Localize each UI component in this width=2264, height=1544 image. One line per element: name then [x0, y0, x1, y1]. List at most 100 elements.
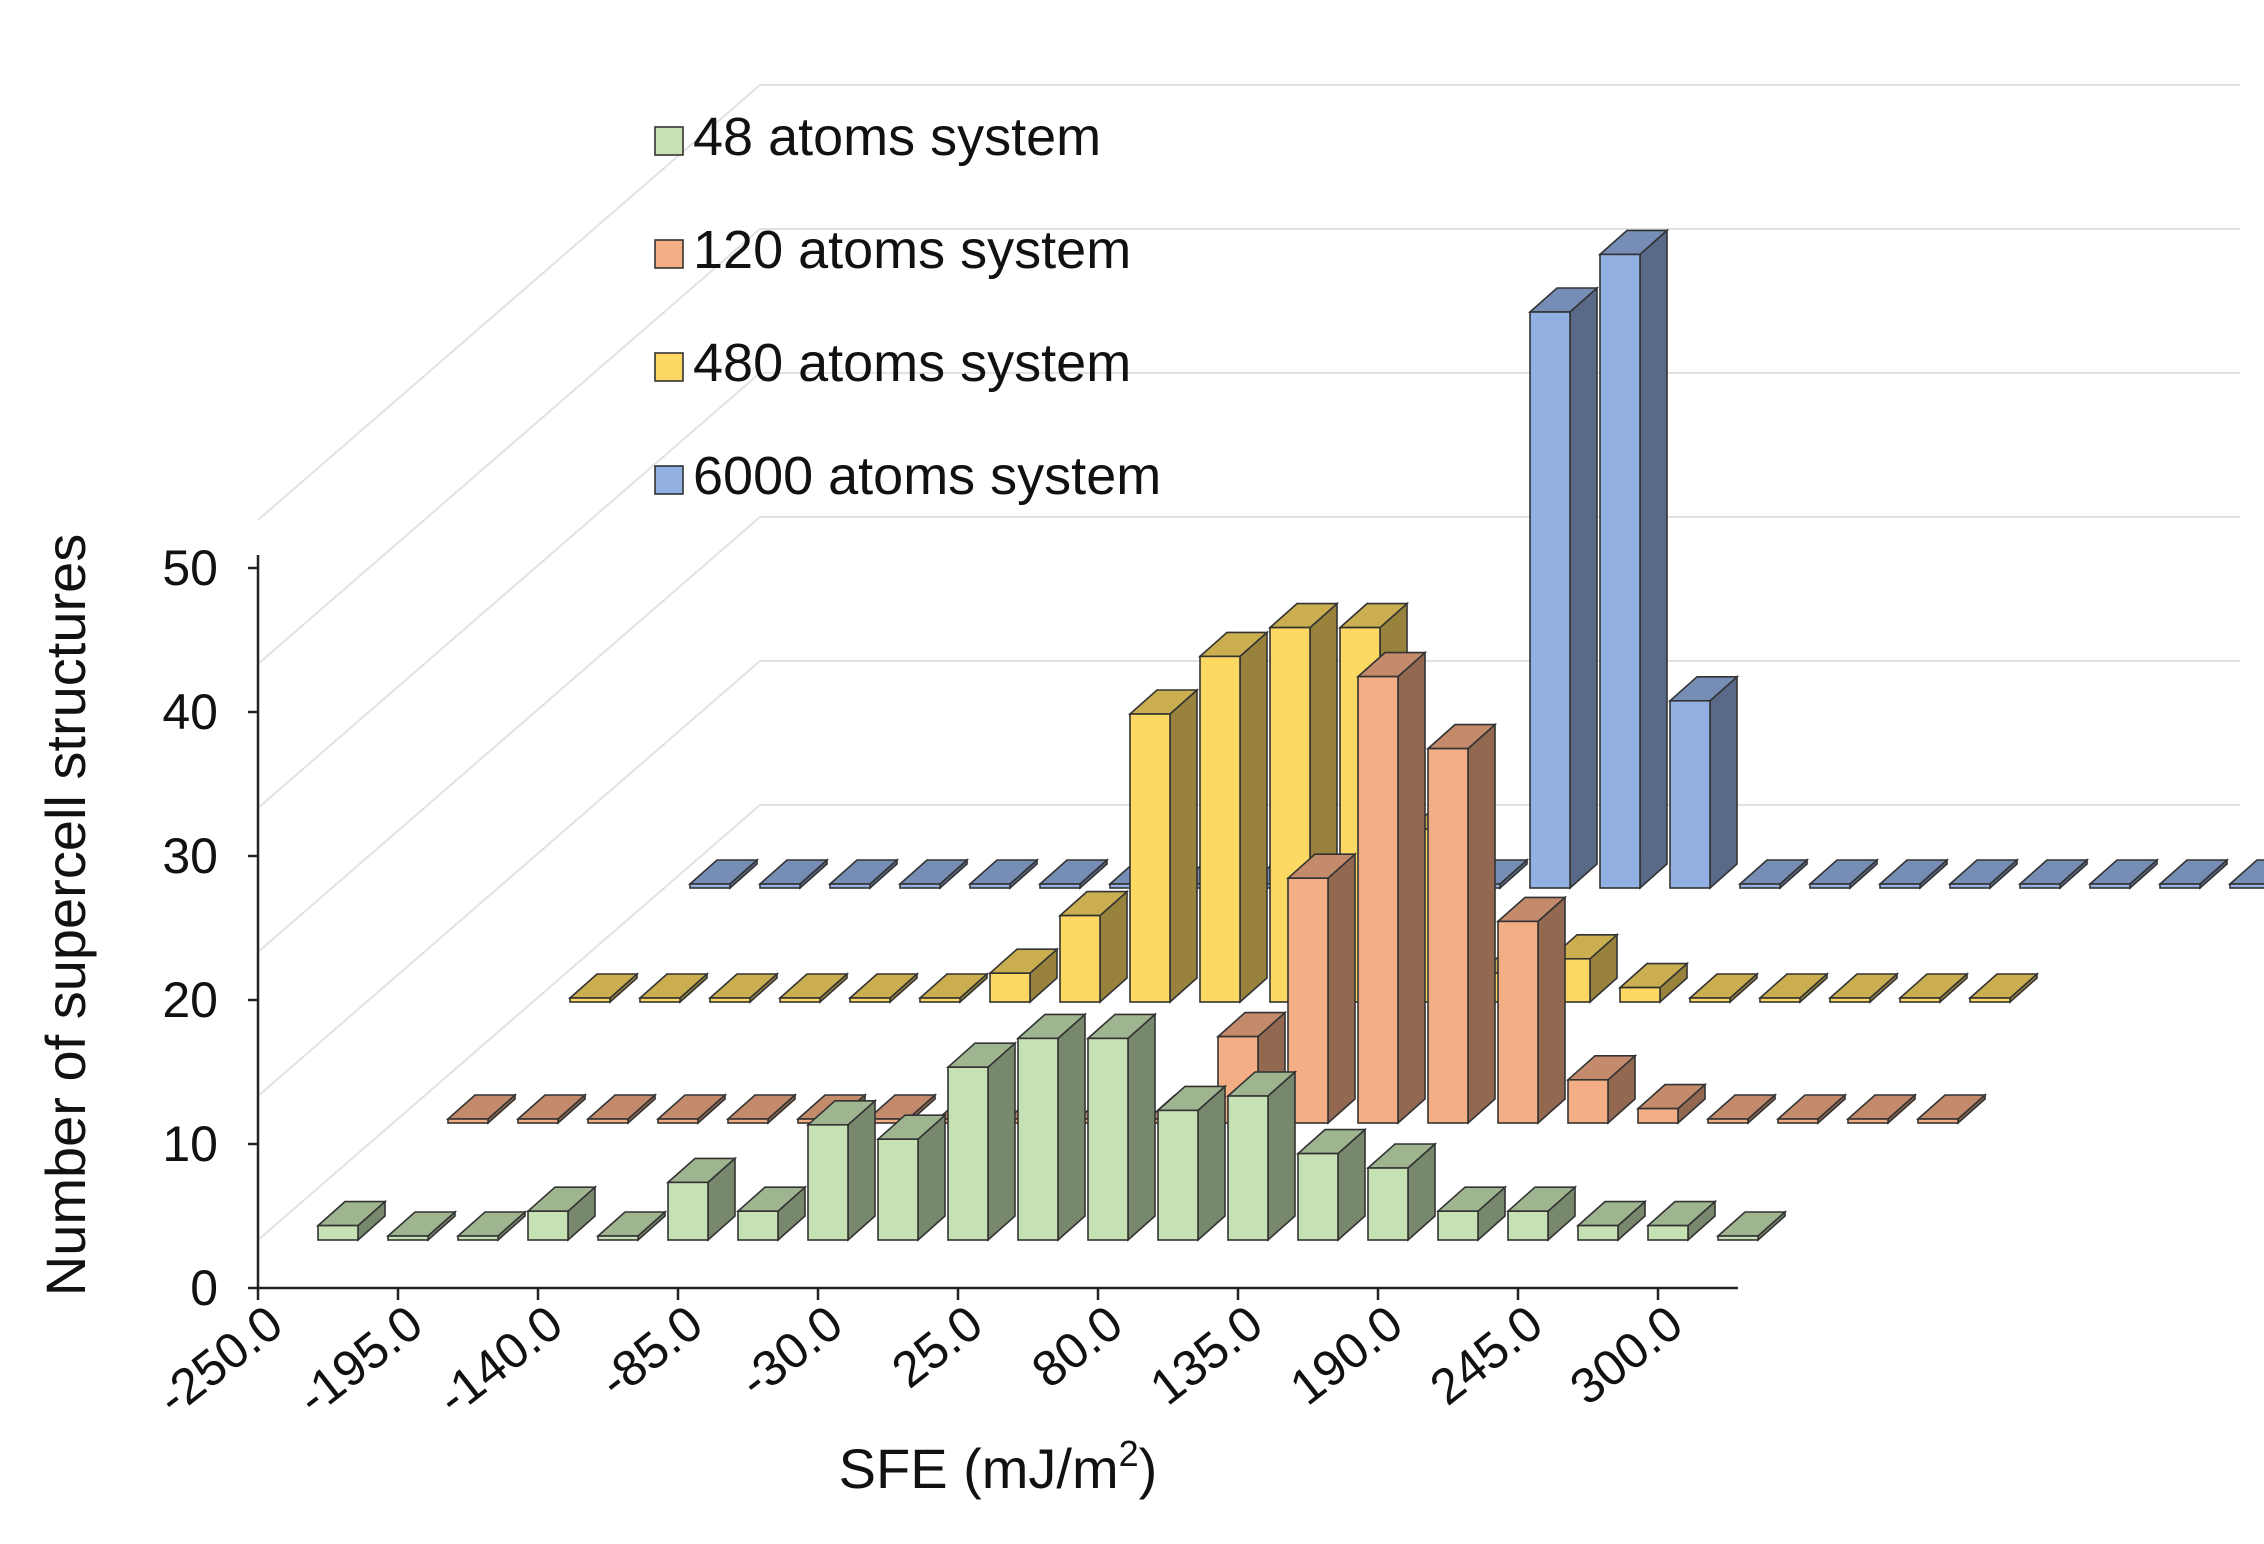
x-tick-label: -250.0: [147, 1295, 293, 1426]
x-tick-label: -85.0: [588, 1295, 712, 1409]
bar-2-7: [1057, 889, 1130, 1004]
bar-2-4: [847, 972, 920, 1004]
bar-0-11: [1085, 1012, 1158, 1242]
bar-side: [1709, 675, 1738, 890]
bar-0-1: [385, 1210, 458, 1242]
bar-0-14: [1295, 1127, 1368, 1242]
legend-swatch: [654, 239, 684, 269]
bar-1-3: [655, 1093, 728, 1125]
bar-2-0: [567, 972, 640, 1004]
bar-side: [1169, 688, 1198, 1004]
bar-0-15: [1365, 1142, 1438, 1242]
bar-front: [1969, 997, 2011, 1003]
bar-front: [829, 883, 871, 889]
bar-front: [1437, 1210, 1479, 1241]
bar-front: [1739, 883, 1781, 889]
bar-0-4: [595, 1210, 668, 1242]
bar-3-18: [1947, 858, 2020, 890]
bar-2-9: [1197, 630, 1270, 1004]
side-gridline: [257, 804, 761, 1241]
bar-0-10: [1015, 1012, 1088, 1242]
bar-3-22: [2227, 859, 2264, 889]
bar-front: [1039, 883, 1081, 889]
bar-2-1: [637, 972, 710, 1004]
legend-swatch: [654, 352, 684, 382]
bar-front: [807, 1124, 849, 1241]
bar-front: [1879, 883, 1921, 889]
bar-0-2: [455, 1210, 528, 1242]
x-axis-title: SFE (mJ/m2): [839, 1433, 1158, 1500]
bar-1-20: [1845, 1093, 1918, 1125]
legend-item-3: 6000 atoms system: [654, 446, 1161, 506]
legend-swatch: [654, 126, 684, 156]
bar-front: [1199, 655, 1241, 1003]
bar-2-5: [917, 972, 990, 1004]
bar-2-16: [1687, 972, 1760, 1004]
bar-front: [779, 997, 821, 1003]
x-tick-label: -195.0: [287, 1295, 433, 1426]
bar-3-16: [1807, 858, 1880, 890]
bar-front: [1599, 253, 1641, 889]
bar-front: [989, 972, 1031, 1003]
bar-front: [1017, 1037, 1059, 1241]
bar-side: [1397, 650, 1426, 1125]
bar-0-17: [1505, 1185, 1578, 1242]
bar-side: [1639, 228, 1668, 890]
bar-1-12: [1285, 852, 1358, 1125]
bar-1-18: [1705, 1093, 1778, 1125]
bar-1-14: [1425, 722, 1498, 1125]
legend-label: 6000 atoms system: [693, 446, 1161, 506]
bar-3-14: [1667, 675, 1740, 890]
bar-front: [1647, 1224, 1689, 1241]
bar-front: [1619, 986, 1661, 1003]
bar-front: [1577, 1224, 1619, 1241]
bar-side: [1537, 895, 1566, 1125]
bar-front: [1507, 1210, 1549, 1241]
y-tick-label: 50: [162, 540, 218, 596]
bar-1-19: [1775, 1093, 1848, 1125]
bar-front: [947, 1066, 989, 1241]
bar-front: [597, 1235, 639, 1241]
bar-0-12: [1155, 1084, 1228, 1242]
legend-item-1: 120 atoms system: [654, 220, 1131, 280]
bar-1-17: [1635, 1082, 1708, 1125]
bar-side: [1239, 630, 1268, 1004]
bar-front: [587, 1118, 629, 1124]
bar-0-18: [1575, 1199, 1648, 1242]
legend-label: 120 atoms system: [693, 220, 1131, 280]
bar-front: [1707, 1118, 1749, 1124]
side-gridline: [257, 660, 761, 1097]
side-gridline: [257, 84, 761, 521]
x-tick-label: -140.0: [427, 1295, 573, 1426]
bar-front: [877, 1138, 919, 1241]
bar-1-13: [1355, 650, 1428, 1125]
bar-0-13: [1225, 1070, 1298, 1242]
bar-side: [1197, 1084, 1226, 1242]
bar-front: [849, 997, 891, 1003]
side-gridline: [257, 228, 761, 665]
bar-front: [1367, 1167, 1409, 1241]
x-tick-label: 300.0: [1560, 1295, 1693, 1416]
chart-walls: [257, 84, 2240, 1241]
series-1-bars: [445, 650, 1988, 1125]
bar-front: [919, 997, 961, 1003]
bar-front: [639, 997, 681, 1003]
bar-3-4: [967, 858, 1040, 890]
bar-front: [1297, 1152, 1339, 1241]
legend-label: 48 atoms system: [693, 107, 1101, 167]
bar-3-15: [1737, 858, 1810, 890]
bar-front: [1129, 713, 1171, 1003]
bar-front: [1059, 914, 1101, 1003]
bar-front: [1759, 997, 1801, 1003]
bar-front: [737, 1210, 779, 1241]
bar-front: [1357, 675, 1399, 1124]
bar-side: [1467, 722, 1496, 1125]
y-tick-label: 30: [162, 828, 218, 884]
bar-2-19: [1897, 972, 1970, 1004]
bar-front: [1637, 1107, 1679, 1124]
bar-1-6: [865, 1093, 938, 1125]
bar-side: [1057, 1012, 1086, 1242]
legend: 48 atoms system 120 atoms system 480 atoms…: [654, 107, 1161, 506]
bar-front: [2019, 883, 2061, 889]
